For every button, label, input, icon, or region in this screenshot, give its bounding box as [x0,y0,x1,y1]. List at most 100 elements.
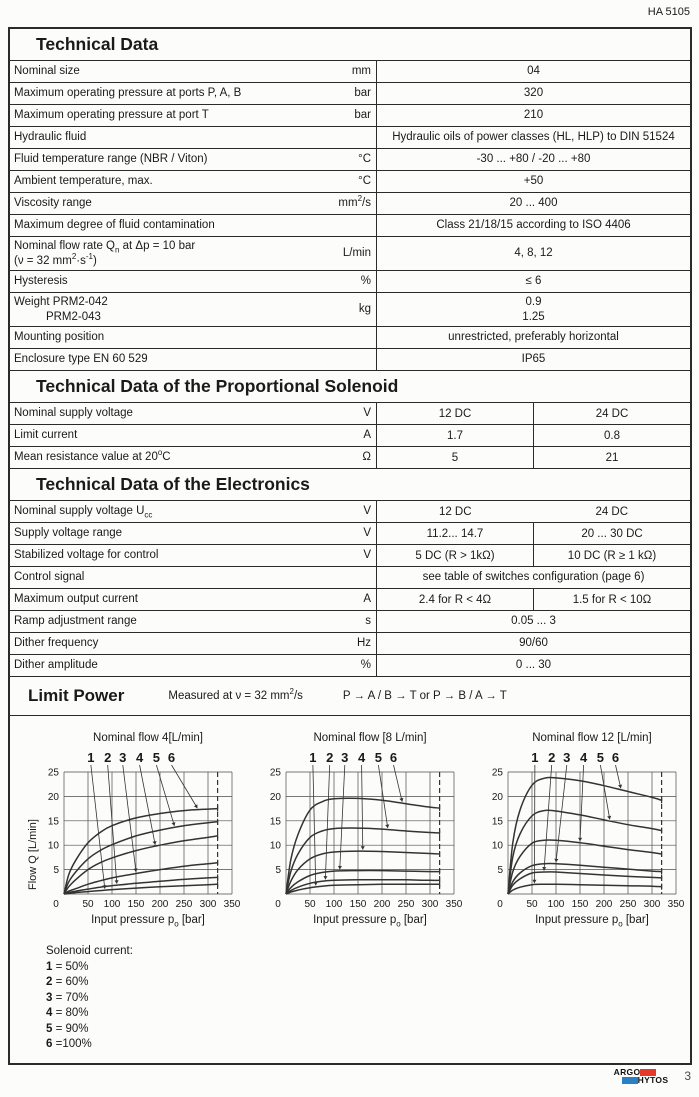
table-row: Control signal see table of switches con… [10,567,690,589]
limit-power-flow-paths: P → A / B → T or P → B / A → T [342,690,507,702]
row-value: 0.05 ... 3 [511,615,556,628]
origin-tick-label: 0 [53,899,59,910]
curve-2 [285,879,440,895]
curve-leader-line [171,764,198,809]
row-unit: Hz [356,637,371,650]
curve-leader-line [107,764,118,884]
row-unit: V [363,505,371,518]
curve-label-5: 5 [153,750,160,765]
table-row: Nominal supply voltage Ucc V 12 DC 24 DC [10,501,690,523]
x-tick-label: 100 [548,899,565,910]
curve-1 [507,883,662,895]
curve-label-1: 1 [87,750,94,765]
curve-leader-line [393,764,403,802]
row-label: Hysteresis [14,275,68,288]
limit-power-charts: Flow Q [L/min] Nominal flow 4[L/min] 50 1… [10,716,690,928]
curve-leader-line [90,764,106,889]
y-tick-label: 25 [48,768,60,779]
row-unit: A [363,593,371,606]
y-tick-label: 25 [270,768,282,779]
row-label: Ambient temperature, max. [14,175,153,188]
table-row: Nominal flow rate Qn at Δp = 10 bar (ν = … [10,237,690,271]
section-title-limit-power: Limit Power [28,686,125,705]
row-value: unrestricted, preferably horizontal [448,331,619,344]
row-unit: V [363,549,371,562]
row-value-24v: 21 [533,447,690,468]
row-unit: °C [358,175,371,188]
curve-1 [63,883,218,895]
row-value-12v: 1.7 [447,429,463,442]
row-value: see table of switches configuration (pag… [422,571,645,584]
curve-label-3: 3 [119,750,126,765]
table-row: Mounting position unrestricted, preferab… [10,327,690,349]
x-tick-label: 300 [200,899,217,910]
curve-5 [63,821,218,895]
table-row: Stabilized voltage for control V 5 DC (R … [10,545,690,567]
row-value: Class 21/18/15 according to ISO 4406 [436,219,631,232]
x-tick-label: 300 [422,899,439,910]
curve-leader-line [312,764,317,886]
row-value-12v: 12 DC [438,407,472,420]
limit-power-note: Measured at ν = 32 mm2/s [168,687,303,702]
x-tick-label: 50 [304,899,316,910]
y-tick-label: 5 [275,865,281,876]
row-value: Hydraulic oils of power classes (HL, HLP… [392,131,675,144]
row-value: IP65 [521,353,546,366]
legend-title: Solenoid current: [46,945,133,957]
curve-leader-arrowhead [323,876,328,880]
curve-leader-arrowhead [607,815,612,820]
curve-leader-line [122,764,137,873]
row-value: 90/60 [519,637,548,650]
row-label: Viscosity range [14,197,92,210]
chart-block-4lmin: Flow Q [L/min] Nominal flow 4[L/min] 50 1… [27,732,246,928]
row-value: 0 ... 30 [515,659,552,672]
row-unit: L/min [342,247,371,260]
row-value-12v: 12 DC [438,505,472,518]
logo-block-red [640,1068,657,1076]
curve-3 [63,862,218,895]
x-tick-label: 50 [82,899,94,910]
y-tick-label: 10 [492,841,504,852]
curve-leader-line [378,764,389,829]
row-unit: % [360,275,371,288]
curve-2 [507,871,662,895]
table-row: Fluid temperature range (NBR / Viton) °C … [10,149,690,171]
curve-leader-line [324,764,331,880]
row-label: Hydraulic fluid [14,131,87,144]
row-unit: mm [351,65,371,78]
row-label: Ramp adjustment range [14,615,137,628]
curve-leader-arrowhead [578,837,583,842]
x-tick-label: 350 [668,899,685,910]
row-label: Maximum output current [14,593,138,606]
curve-label-6: 6 [390,750,397,765]
curve-leader-arrowhead [542,867,547,871]
row-label: Nominal flow rate Qn at Δp = 10 bar (ν = … [14,240,196,267]
section-limit-power-header: Limit Power Measured at ν = 32 mm2/s P →… [10,677,690,716]
row-label: Control signal [14,571,85,584]
row-value-12v: 11.2... 14.7 [426,527,484,540]
x-tick-label: 250 [620,899,637,910]
legend-item: 3 = 70% [46,991,89,1004]
y-tick-label: 10 [48,841,60,852]
row-label: Maximum degree of fluid contamination [14,219,215,232]
y-tick-label: 25 [492,768,504,779]
legend-item: 2 = 60% [46,976,89,988]
curve-leader-line [543,764,553,871]
y-tick-label: 20 [492,792,504,803]
curve-2 [63,876,218,895]
curve-6 [63,807,218,895]
table-row: Weight PRM2-042 PRM2-043 kg 0.9 1.25 [10,293,690,327]
curve-5 [285,827,440,895]
x-tick-label: 200 [374,899,391,910]
table-row: Dither amplitude% 0 ... 30 [10,655,690,677]
row-value-12v: 5 [451,451,459,464]
curve-leader-arrowhead [399,797,404,802]
section-title-electronics: Technical Data of the Electronics [10,469,690,501]
curve-leader-arrowhead [152,841,157,845]
row-label: Nominal size [14,65,80,78]
row-label: Limit current [14,429,78,442]
chart-title-4lmin: Nominal flow 4[L/min] [93,732,203,744]
x-tick-label: 150 [350,899,367,910]
